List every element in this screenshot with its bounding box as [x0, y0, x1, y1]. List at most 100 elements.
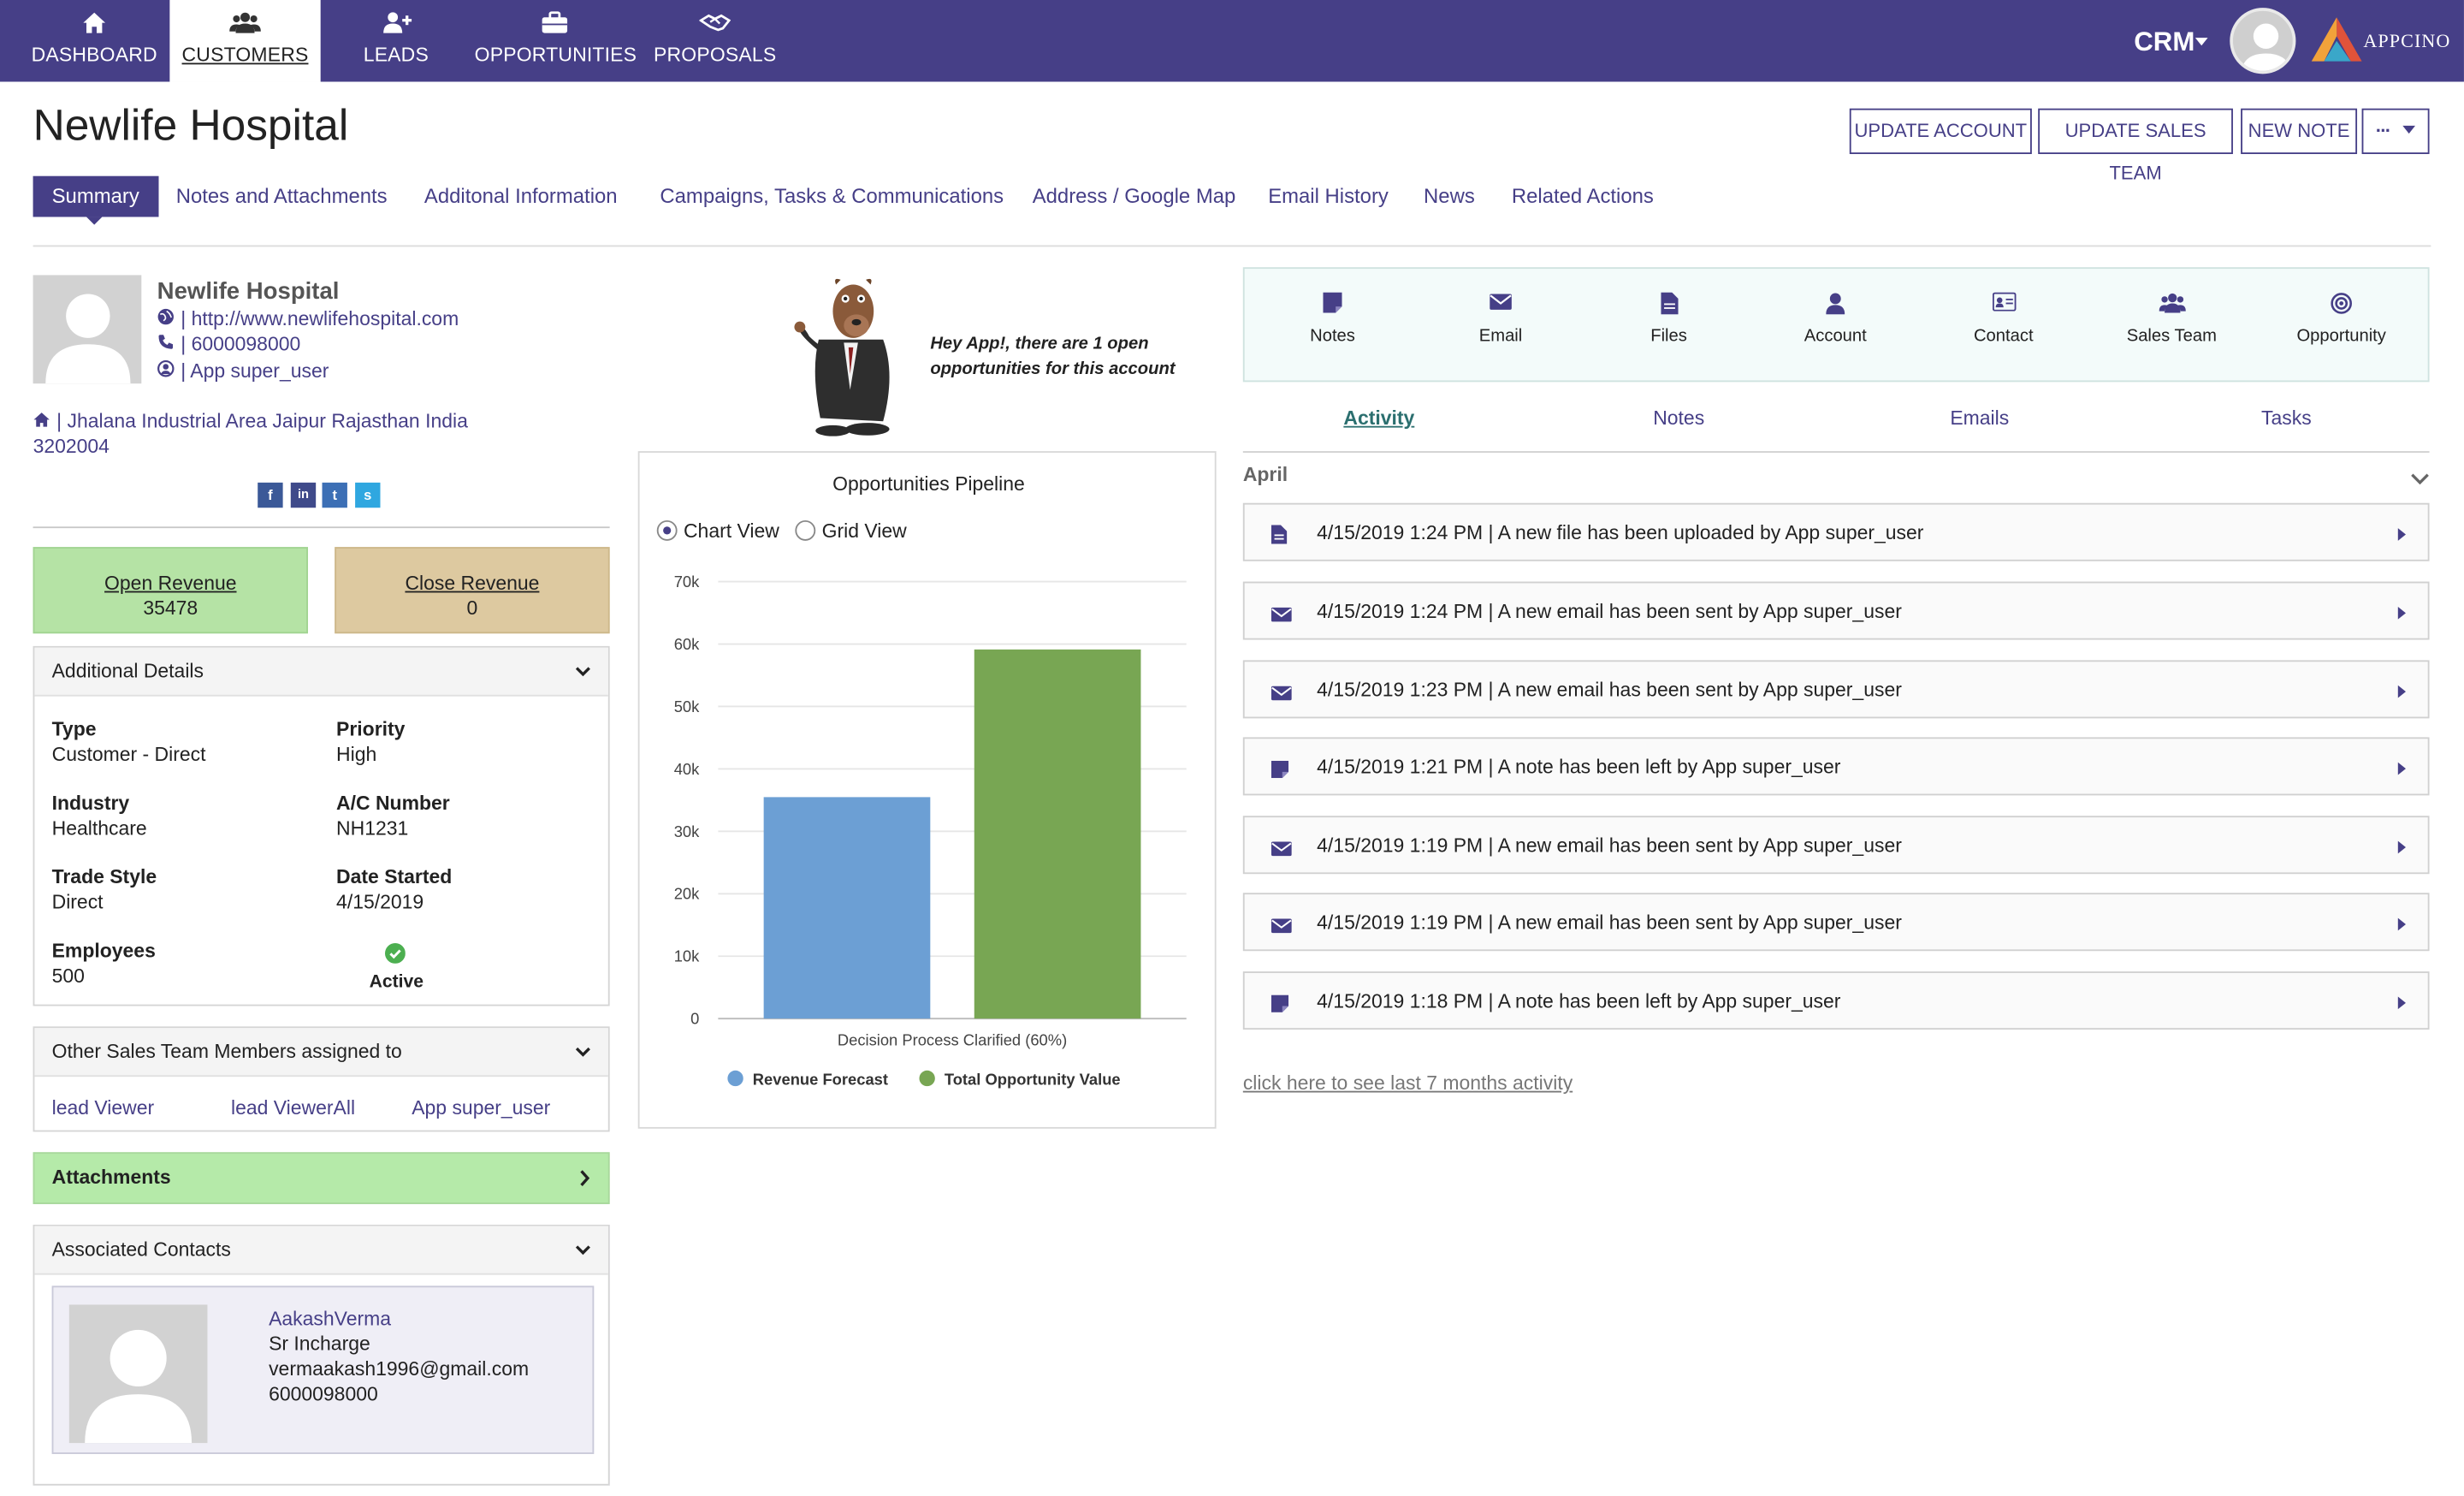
top-navigation: DASHBOARD CUSTOMERS LEADS OPPORTUNITIES … — [0, 0, 2464, 82]
activity-row[interactable]: 4/15/2019 1:24 PM | A new email has been… — [1242, 581, 2430, 640]
open-revenue-value: 35478 — [143, 597, 198, 620]
employees-value: 500 — [51, 965, 85, 988]
tab-address-map[interactable]: Address / Google Map — [1032, 183, 1236, 208]
team-member[interactable]: App super_user — [412, 1097, 551, 1119]
caret-right-icon[interactable] — [2397, 528, 2406, 541]
sales-team-header[interactable]: Other Sales Team Members assigned to — [34, 1028, 608, 1077]
quick-action-notes[interactable]: Notes — [1262, 292, 1403, 346]
user-avatar[interactable] — [2230, 8, 2296, 74]
close-revenue-value: 0 — [466, 597, 478, 620]
tab-email-history[interactable]: Email History — [1268, 183, 1389, 208]
y-tick-label: 50k — [674, 698, 700, 715]
trade-style-label: Trade Style — [51, 866, 157, 888]
nav-dashboard[interactable]: DASHBOARD — [28, 0, 160, 82]
associated-contacts-title: Associated Contacts — [51, 1238, 231, 1262]
y-tick-label: 10k — [674, 947, 700, 965]
nav-proposals[interactable]: PROPOSALS — [650, 0, 779, 82]
facebook-icon[interactable]: f — [258, 482, 283, 508]
subtab-tasks[interactable]: Tasks — [2261, 407, 2312, 430]
quick-action-account[interactable]: Account — [1765, 293, 1906, 346]
file-icon — [1598, 292, 1739, 318]
website-link[interactable]: | http://www.newlifehospital.com — [181, 307, 459, 330]
nav-customers[interactable]: CUSTOMERS — [169, 0, 321, 82]
open-revenue-label[interactable]: Open Revenue — [104, 572, 237, 595]
quick-action-contact[interactable]: Contact — [1933, 292, 2074, 346]
contact-phone: 6000098000 — [269, 1383, 378, 1406]
skype-icon[interactable]: s — [355, 482, 381, 508]
caret-right-icon[interactable] — [2397, 917, 2406, 931]
quick-action-sales-team[interactable]: Sales Team — [2101, 293, 2242, 346]
crm-menu[interactable]: CRM — [2134, 27, 2195, 57]
subtab-activity[interactable]: Activity — [1343, 407, 1415, 430]
legend-total-opportunity[interactable]: Total Opportunity Value — [919, 1070, 1121, 1089]
radio-unselected-icon[interactable] — [795, 519, 816, 541]
new-note-button[interactable]: NEW NOTE — [2241, 108, 2358, 154]
website-line[interactable]: | http://www.newlifehospital.com — [157, 308, 459, 330]
activity-row[interactable]: 4/15/2019 1:23 PM | A new email has been… — [1242, 660, 2430, 719]
nav-opportunities[interactable]: OPPORTUNITIES — [475, 0, 637, 82]
team-member[interactable]: lead ViewerAll — [230, 1097, 356, 1119]
quick-action-email[interactable]: Email — [1430, 293, 1571, 346]
sales-team-panel: Other Sales Team Members assigned to lea… — [33, 1026, 610, 1132]
mascot-message: Hey App!, there are 1 open opportunities… — [930, 335, 1176, 379]
close-revenue-label[interactable]: Close Revenue — [405, 572, 540, 595]
tab-additional-information[interactable]: Additonal Information — [424, 183, 618, 208]
caret-right-icon[interactable] — [2397, 685, 2406, 698]
open-revenue-card[interactable]: Open Revenue 35478 — [33, 547, 308, 634]
twitter-icon[interactable]: t — [322, 482, 347, 508]
quick-actions-bar: Notes Email Files Account Contact Sales … — [1242, 267, 2430, 383]
caret-right-icon[interactable] — [2397, 840, 2406, 854]
close-revenue-card[interactable]: Close Revenue 0 — [335, 547, 610, 634]
legend-revenue-forecast[interactable]: Revenue Forecast — [727, 1070, 889, 1089]
activity-text: 4/15/2019 1:18 PM | A note has been left… — [1317, 990, 1841, 1012]
chart-view-radio[interactable]: Chart View — [656, 519, 779, 543]
contact-name[interactable]: AakashVerma — [269, 1308, 392, 1330]
activity-text: 4/15/2019 1:19 PM | A new email has been… — [1317, 834, 1902, 858]
see-more-activity-link[interactable]: click here to see last 7 months activity — [1242, 1072, 1573, 1095]
contact-card[interactable]: AakashVerma Sr Incharge vermaakash1996@g… — [51, 1285, 595, 1454]
caret-right-icon[interactable] — [2397, 606, 2406, 620]
associated-contacts-header[interactable]: Associated Contacts — [34, 1226, 608, 1275]
tab-news[interactable]: News — [1424, 183, 1475, 208]
chevron-right-icon[interactable] — [578, 1154, 591, 1221]
update-sales-team-button[interactable]: UPDATE SALES TEAM — [2038, 108, 2233, 184]
chart-view-label: Chart View — [683, 519, 779, 543]
attachments-bar[interactable]: Attachments — [33, 1152, 610, 1204]
team-member[interactable]: lead Viewer — [51, 1097, 155, 1119]
radio-selected-icon[interactable] — [656, 519, 678, 541]
legend-label: Revenue Forecast — [752, 1072, 889, 1089]
caret-right-icon[interactable] — [2397, 996, 2406, 1010]
chevron-down-icon[interactable] — [575, 648, 590, 715]
activity-row[interactable]: 4/15/2019 1:19 PM | A new email has been… — [1242, 816, 2430, 875]
activity-row[interactable]: 4/15/2019 1:21 PM | A note has been left… — [1242, 737, 2430, 796]
activity-row[interactable]: 4/15/2019 1:19 PM | A new email has been… — [1242, 893, 2430, 952]
additional-details-header[interactable]: Additional Details — [34, 647, 608, 697]
tab-summary[interactable]: Summary — [33, 175, 158, 225]
grid-view-radio[interactable]: Grid View — [795, 519, 907, 543]
activity-row[interactable]: 4/15/2019 1:24 PM | A new file has been … — [1242, 502, 2430, 561]
contact-email: vermaakash1996@gmail.com — [269, 1357, 530, 1380]
address-line-2: 3202004 — [33, 435, 110, 458]
caret-right-icon[interactable] — [2397, 762, 2406, 775]
caret-down-icon[interactable] — [2194, 38, 2208, 46]
chevron-down-icon[interactable] — [575, 1226, 590, 1294]
chevron-down-icon[interactable] — [2410, 466, 2429, 495]
more-actions-button[interactable]: ··· — [2361, 108, 2430, 154]
tab-notes-attachments[interactable]: Notes and Attachments — [175, 183, 388, 208]
activity-row[interactable]: 4/15/2019 1:18 PM | A note has been left… — [1242, 971, 2430, 1030]
subtab-emails[interactable]: Emails — [1950, 407, 2010, 430]
chevron-down-icon[interactable] — [575, 1028, 590, 1095]
additional-details-panel: Additional Details Type Customer - Direc… — [33, 645, 610, 1006]
tab-related-actions[interactable]: Related Actions — [1511, 183, 1654, 208]
nav-leads[interactable]: LEADS — [333, 0, 459, 82]
quick-action-files[interactable]: Files — [1598, 292, 1739, 346]
subtab-notes[interactable]: Notes — [1653, 407, 1705, 430]
update-account-button[interactable]: UPDATE ACCOUNT — [1849, 108, 2032, 154]
quick-action-opportunity[interactable]: Opportunity — [2271, 293, 2412, 346]
type-label: Type — [51, 718, 97, 741]
tab-campaigns[interactable]: Campaigns, Tasks & Communications — [660, 183, 1004, 208]
pipeline-chart-panel: Opportunities Pipeline Chart View Grid V… — [637, 451, 1217, 1129]
linkedin-icon[interactable]: in — [290, 482, 317, 508]
handshake-icon — [650, 11, 779, 36]
nav-leads-label: LEADS — [363, 44, 429, 67]
